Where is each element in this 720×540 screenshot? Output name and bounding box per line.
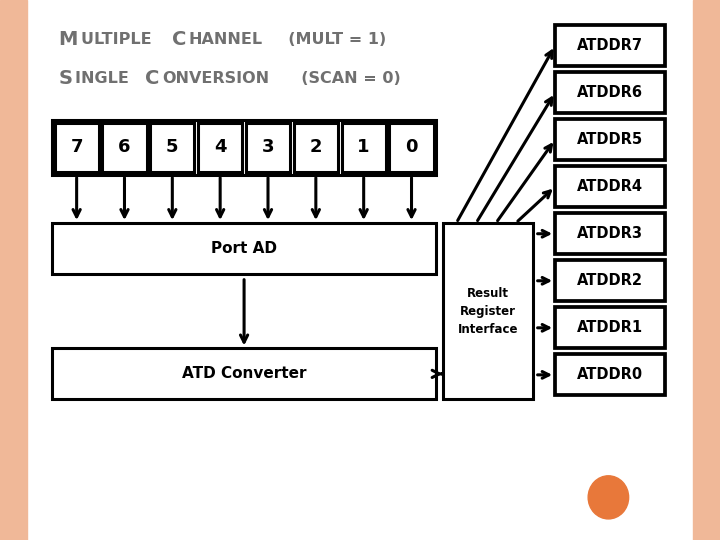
- Text: 1: 1: [357, 138, 370, 157]
- Bar: [555, 307, 665, 348]
- Text: ONVERSION: ONVERSION: [163, 71, 270, 86]
- Text: 3: 3: [262, 138, 274, 157]
- Text: ATDDR0: ATDDR0: [577, 367, 643, 382]
- Bar: [52, 120, 436, 175]
- Bar: [52, 223, 436, 274]
- Text: ATDDR1: ATDDR1: [577, 320, 643, 335]
- Text: 4: 4: [214, 138, 226, 157]
- Text: 2: 2: [310, 138, 322, 157]
- Bar: [294, 123, 338, 172]
- Bar: [390, 123, 433, 172]
- Bar: [555, 25, 665, 66]
- Text: C: C: [145, 70, 160, 89]
- Text: (MULT = 1): (MULT = 1): [276, 32, 386, 47]
- Bar: [150, 123, 194, 172]
- Text: ATDDR7: ATDDR7: [577, 38, 643, 53]
- Bar: [555, 213, 665, 254]
- Text: M: M: [58, 30, 78, 49]
- Text: INGLE: INGLE: [75, 71, 135, 86]
- Text: ATDDR2: ATDDR2: [577, 273, 643, 288]
- Text: 0: 0: [405, 138, 418, 157]
- Text: S: S: [58, 70, 72, 89]
- Text: Result
Register
Interface: Result Register Interface: [458, 287, 518, 336]
- Text: 5: 5: [166, 138, 179, 157]
- Bar: [198, 123, 242, 172]
- Bar: [341, 123, 386, 172]
- Bar: [55, 123, 99, 172]
- Text: ATD Converter: ATD Converter: [182, 366, 306, 381]
- Text: ATDDR3: ATDDR3: [577, 226, 643, 241]
- Bar: [555, 72, 665, 113]
- Bar: [555, 119, 665, 160]
- Bar: [555, 354, 665, 395]
- Text: HANNEL: HANNEL: [189, 32, 263, 47]
- Bar: [443, 223, 533, 400]
- Bar: [102, 123, 147, 172]
- Text: 7: 7: [71, 138, 83, 157]
- Text: (SCAN = 0): (SCAN = 0): [289, 71, 400, 86]
- Text: C: C: [172, 30, 186, 49]
- Text: Port AD: Port AD: [211, 241, 277, 256]
- Bar: [555, 166, 665, 207]
- Bar: [52, 348, 436, 400]
- Text: 6: 6: [118, 138, 131, 157]
- Circle shape: [588, 476, 629, 519]
- Text: ATDDR6: ATDDR6: [577, 85, 643, 100]
- Text: ULTIPLE: ULTIPLE: [81, 32, 158, 47]
- Bar: [555, 260, 665, 301]
- Text: ATDDR5: ATDDR5: [577, 132, 643, 147]
- Text: ATDDR4: ATDDR4: [577, 179, 643, 194]
- Bar: [246, 123, 290, 172]
